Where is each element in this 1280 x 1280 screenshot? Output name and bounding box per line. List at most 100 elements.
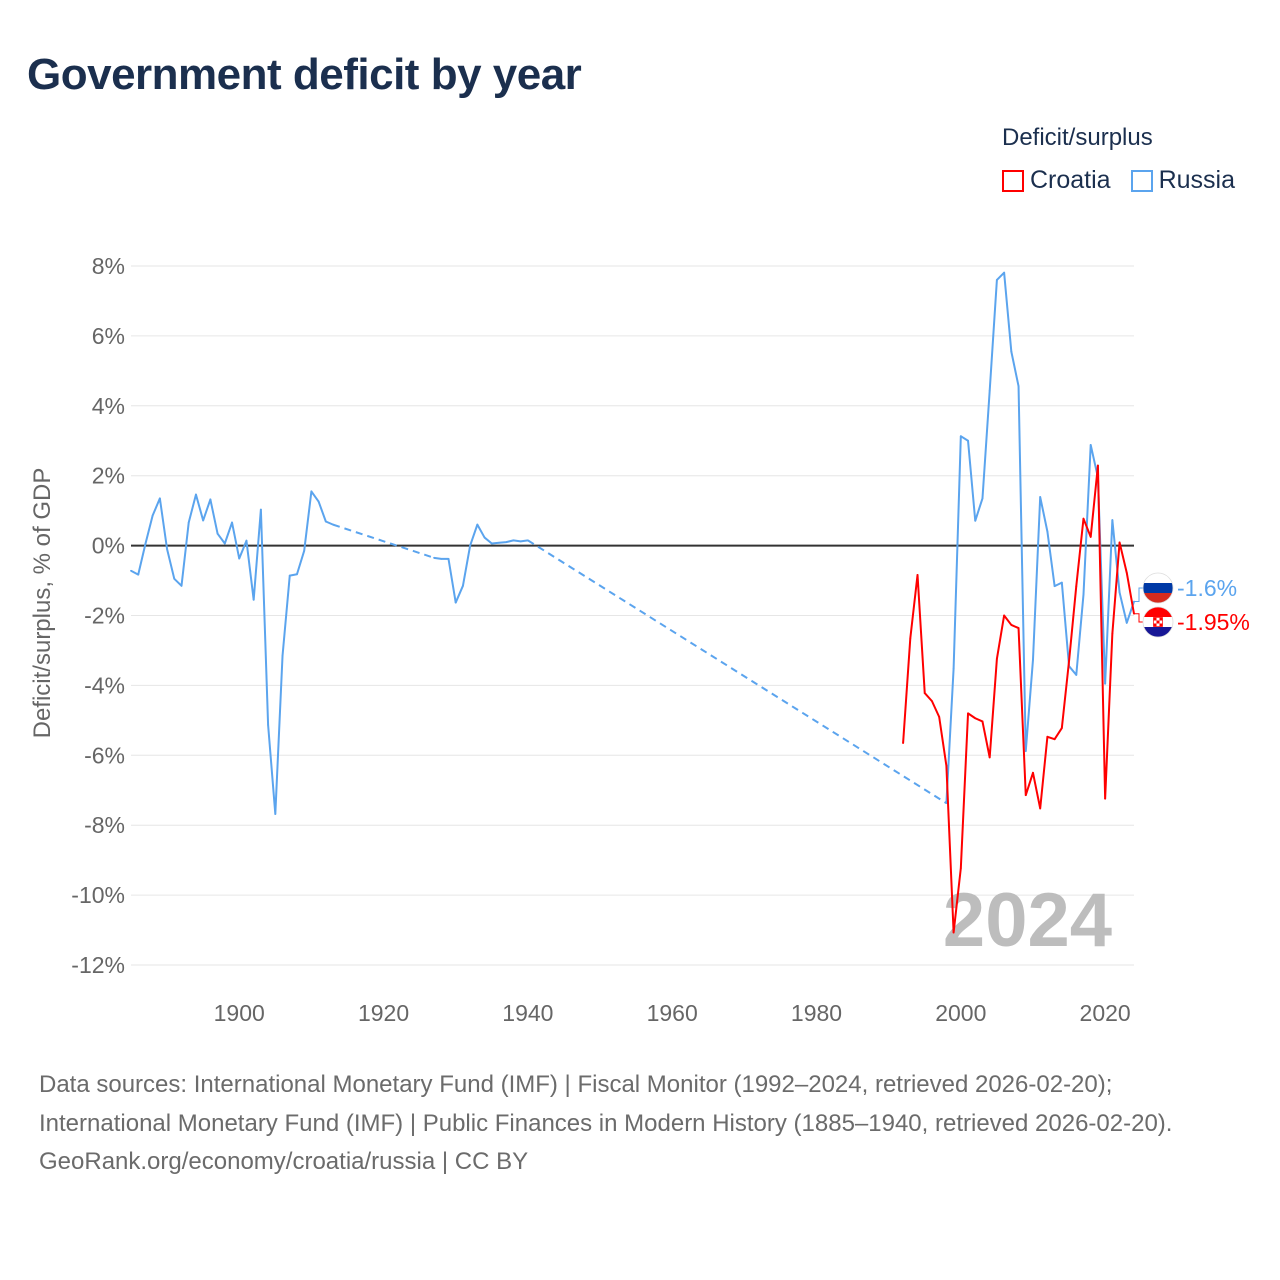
russia-data-point — [144, 542, 147, 545]
russia-data-point — [1039, 496, 1042, 498]
russia-swatch-icon — [1130, 169, 1153, 192]
russia-data-point — [440, 557, 443, 560]
croatia-shield — [1153, 617, 1163, 627]
russia-data-point — [317, 500, 320, 503]
russia-data-point — [512, 539, 515, 542]
russia-line-segment — [945, 271, 1135, 804]
croatia-data-point — [938, 715, 941, 718]
russia-data-point — [981, 497, 984, 500]
russia-data-point — [1060, 581, 1063, 584]
russia-data-point — [995, 279, 998, 281]
footer: Data sources: International Monetary Fun… — [39, 1066, 1239, 1182]
russia-gap-dashed-line — [332, 523, 435, 559]
russia-data-point — [1003, 271, 1006, 274]
credit-link[interactable]: GeoRank.org/economy/croatia/russia | CC … — [39, 1148, 529, 1176]
russia-data-point — [209, 498, 212, 501]
russia-data-point — [447, 557, 450, 560]
croatia-data-point — [945, 764, 948, 767]
russia-data-point — [195, 493, 197, 496]
croatia-checker-square — [1156, 620, 1160, 624]
y-tick-labels: 8% 6% 4% 2% 0% -2% -4% -6% -8% -10% -12% — [71, 253, 125, 978]
russia-data-point — [1024, 750, 1027, 753]
russia-data-point — [130, 569, 132, 572]
russia-data-point — [187, 521, 190, 524]
y-tick-label: 0% — [92, 533, 125, 559]
russia-data-point — [223, 542, 226, 545]
russia-data-point — [1010, 350, 1013, 353]
y-tick-label: -2% — [84, 603, 125, 629]
y-tick-label: -12% — [71, 952, 125, 978]
russia-data-point — [476, 523, 479, 526]
russia-data-point — [173, 577, 176, 580]
croatia-checker-square — [1159, 623, 1163, 627]
russia-flag-border — [1142, 572, 1174, 604]
croatia-data-point — [995, 657, 998, 660]
russia-data-point — [296, 573, 298, 576]
croatia-data-point — [1010, 624, 1013, 626]
croatia-data-point — [1032, 771, 1034, 774]
russia-data-point — [490, 542, 493, 545]
y-tick-label: -10% — [71, 882, 125, 908]
russia-data-point — [216, 532, 219, 535]
russia-data-point — [1118, 591, 1121, 594]
y-tick-label: -6% — [84, 742, 125, 768]
russia-data-point — [1017, 385, 1020, 388]
croatia-data-point — [1089, 535, 1092, 538]
russia-data-point — [1046, 530, 1049, 533]
croatia-data-point — [931, 700, 933, 703]
russia-flag-stripe — [1143, 593, 1173, 603]
legend-item-croatia[interactable]: Croatia — [1002, 166, 1111, 195]
series-russia — [130, 271, 1135, 816]
croatia-data-point — [967, 712, 969, 715]
x-tick-label: 1940 — [502, 1000, 553, 1026]
croatia-data-point — [952, 931, 955, 934]
legend-label-russia: Russia — [1158, 166, 1236, 194]
russia-data-point — [231, 521, 233, 524]
croatia-data-point — [1060, 727, 1063, 729]
croatia-data-point — [988, 756, 991, 759]
russia-data-point — [332, 523, 334, 526]
x-tick-label: 2020 — [1080, 1000, 1131, 1026]
russia-data-point — [462, 584, 464, 587]
russia-data-point — [1111, 519, 1114, 521]
croatia-flag-border — [1142, 606, 1174, 638]
croatia-data-point — [974, 717, 977, 720]
russia-data-point — [288, 574, 291, 577]
russia-data-point — [1125, 621, 1128, 624]
x-tick-label: 2000 — [935, 1000, 986, 1026]
legend-label-croatia: Croatia — [1030, 166, 1111, 194]
russia-data-point — [967, 439, 969, 442]
x-tick-label: 1920 — [358, 1000, 409, 1026]
y-tick-label: -4% — [84, 672, 125, 698]
russia-data-point — [151, 514, 154, 517]
russia-data-point — [202, 519, 205, 522]
croatia-data-point — [1039, 807, 1042, 810]
russia-data-point — [498, 541, 500, 544]
croatia-data-point — [909, 637, 912, 640]
x-tick-label: 1980 — [791, 1000, 842, 1026]
croatia-data-point — [902, 742, 904, 744]
croatia-data-point — [1104, 797, 1107, 800]
russia-data-point — [166, 548, 168, 550]
y-tick-label: 6% — [92, 323, 125, 349]
russia-data-point — [267, 723, 270, 726]
croatia-flag-stripe — [1143, 607, 1173, 618]
y-tick-label: 2% — [92, 463, 125, 489]
gridlines — [131, 265, 1134, 966]
russia-data-point — [259, 508, 262, 511]
russia-data-point — [959, 435, 962, 438]
legend-item-russia[interactable]: Russia — [1130, 166, 1236, 195]
russia-data-point — [1082, 593, 1085, 596]
russia-data-point — [974, 519, 977, 522]
russia-line-segment — [433, 523, 529, 604]
croatia-checker-square — [1153, 617, 1157, 621]
x-tick-labels: 1900 1920 1940 1960 1980 2000 2020 — [214, 1000, 1131, 1026]
y-tick-label: -8% — [84, 812, 125, 838]
russia-gap-dashed-line — [527, 539, 947, 805]
series-croatia — [902, 464, 1135, 934]
y-axis-label: Deficit/surplus, % of GDP — [29, 468, 56, 739]
russia-data-point — [238, 557, 241, 560]
end-labels: -1.6% -1.95% — [1134, 572, 1250, 638]
croatia-data-point — [1118, 541, 1121, 544]
croatia-data-point — [1046, 735, 1049, 738]
